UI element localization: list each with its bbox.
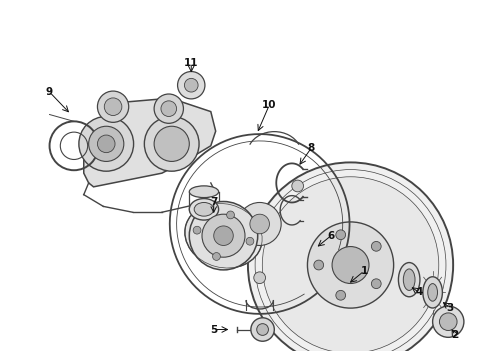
Polygon shape xyxy=(84,99,216,187)
Circle shape xyxy=(202,214,245,257)
Circle shape xyxy=(440,313,457,330)
Circle shape xyxy=(336,230,345,240)
Circle shape xyxy=(189,202,258,270)
Circle shape xyxy=(292,180,303,192)
Circle shape xyxy=(193,226,201,234)
Text: 9: 9 xyxy=(46,87,53,97)
Circle shape xyxy=(238,202,281,246)
Circle shape xyxy=(79,117,134,171)
Circle shape xyxy=(371,242,381,251)
Circle shape xyxy=(336,291,345,300)
Circle shape xyxy=(314,260,323,270)
Circle shape xyxy=(161,101,176,117)
Circle shape xyxy=(262,177,439,353)
Circle shape xyxy=(98,91,129,122)
Text: 8: 8 xyxy=(308,143,315,153)
Text: 1: 1 xyxy=(361,266,368,276)
Circle shape xyxy=(184,78,198,92)
Text: 3: 3 xyxy=(446,303,454,313)
Text: 4: 4 xyxy=(415,287,423,297)
Circle shape xyxy=(213,253,220,260)
Circle shape xyxy=(154,126,189,161)
Ellipse shape xyxy=(194,202,214,216)
Ellipse shape xyxy=(189,186,219,198)
Circle shape xyxy=(104,98,122,116)
Text: 2: 2 xyxy=(451,330,459,340)
Circle shape xyxy=(246,237,254,245)
Ellipse shape xyxy=(185,203,262,268)
Text: 11: 11 xyxy=(184,58,198,68)
Text: 10: 10 xyxy=(262,100,277,110)
Circle shape xyxy=(177,72,205,99)
Circle shape xyxy=(332,247,369,283)
Text: 7: 7 xyxy=(210,198,218,207)
Ellipse shape xyxy=(398,262,420,297)
Circle shape xyxy=(154,94,183,123)
Ellipse shape xyxy=(403,269,415,291)
Circle shape xyxy=(98,135,115,153)
Text: 5: 5 xyxy=(210,324,218,334)
Circle shape xyxy=(307,222,393,308)
Circle shape xyxy=(433,306,464,337)
Circle shape xyxy=(250,214,270,234)
Circle shape xyxy=(251,318,274,341)
Circle shape xyxy=(254,272,266,284)
Ellipse shape xyxy=(189,199,219,220)
Circle shape xyxy=(248,162,453,360)
Ellipse shape xyxy=(423,277,442,308)
Circle shape xyxy=(257,324,269,336)
Circle shape xyxy=(371,279,381,289)
Ellipse shape xyxy=(428,284,438,301)
Circle shape xyxy=(89,126,124,161)
Circle shape xyxy=(227,211,234,219)
Circle shape xyxy=(214,226,233,246)
Circle shape xyxy=(145,117,199,171)
Text: 6: 6 xyxy=(327,231,335,241)
